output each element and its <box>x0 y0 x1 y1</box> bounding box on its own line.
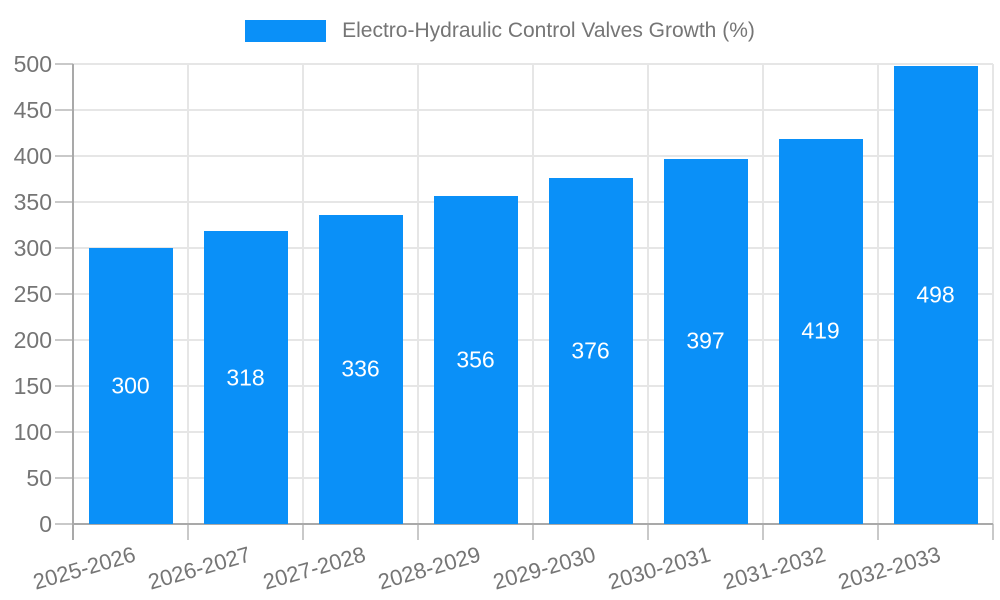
y-axis-tick <box>55 385 73 387</box>
y-axis-tick <box>55 63 73 65</box>
bar-value-label: 318 <box>226 364 265 391</box>
y-axis-tick <box>55 201 73 203</box>
x-axis-tick <box>532 524 534 540</box>
bar-value-label: 356 <box>456 346 495 373</box>
y-axis-tick <box>55 247 73 249</box>
x-gridline <box>532 64 534 524</box>
y-axis-tick <box>55 477 73 479</box>
x-axis-tick <box>762 524 764 540</box>
y-axis-tick-label: 100 <box>13 419 52 445</box>
bar-value-label: 376 <box>571 337 610 364</box>
y-axis-tick-label: 350 <box>13 189 52 215</box>
x-axis-tick <box>647 524 649 540</box>
y-axis-tick-label: 300 <box>13 235 52 261</box>
bar-value-label: 300 <box>111 372 150 399</box>
y-axis-line <box>72 64 74 540</box>
legend-label: Electro-Hydraulic Control Valves Growth … <box>342 19 755 42</box>
bar-2031-2032[interactable]: 419 <box>778 138 863 524</box>
x-axis-tick <box>417 524 419 540</box>
y-axis-tick <box>55 109 73 111</box>
x-gridline <box>647 64 649 524</box>
bar-value-label: 419 <box>801 317 840 344</box>
x-axis-tick <box>302 524 304 540</box>
y-axis-tick-label: 200 <box>13 327 52 353</box>
bar-value-label: 397 <box>686 327 725 354</box>
x-axis-tick <box>992 524 994 540</box>
y-axis-tick-label: 250 <box>13 281 52 307</box>
bar-value-label: 336 <box>341 355 380 382</box>
x-axis-line <box>73 523 993 525</box>
y-axis-tick-label: 500 <box>13 51 52 77</box>
bar-2032-2033[interactable]: 498 <box>893 65 978 524</box>
bar-2029-2030[interactable]: 376 <box>548 178 633 524</box>
y-axis-tick <box>55 431 73 433</box>
x-gridline <box>877 64 879 524</box>
bar-2026-2027[interactable]: 318 <box>203 231 288 524</box>
x-axis-tick <box>877 524 879 540</box>
y-axis-tick-label: 150 <box>13 373 52 399</box>
legend-swatch <box>245 20 327 42</box>
x-gridline <box>187 64 189 524</box>
y-axis-tick-label: 0 <box>39 511 52 537</box>
y-axis-tick <box>55 293 73 295</box>
x-axis-tick <box>187 524 189 540</box>
bar-value-label: 498 <box>916 281 955 308</box>
bar-2030-2031[interactable]: 397 <box>663 158 748 524</box>
y-axis-tick-label: 50 <box>26 465 52 491</box>
x-gridline <box>302 64 304 524</box>
chart-legend[interactable]: Electro-Hydraulic Control Valves Growth … <box>0 19 1000 43</box>
y-axis-tick <box>55 155 73 157</box>
x-gridline <box>992 64 994 524</box>
x-gridline <box>762 64 764 524</box>
bar-2028-2029[interactable]: 356 <box>433 196 518 524</box>
y-axis-tick <box>55 523 73 525</box>
y-axis-tick-label: 400 <box>13 143 52 169</box>
x-gridline <box>417 64 419 524</box>
bar-2027-2028[interactable]: 336 <box>318 214 403 524</box>
bar-2025-2026[interactable]: 300 <box>88 248 173 524</box>
y-axis-tick <box>55 339 73 341</box>
y-axis-tick-label: 450 <box>13 97 52 123</box>
